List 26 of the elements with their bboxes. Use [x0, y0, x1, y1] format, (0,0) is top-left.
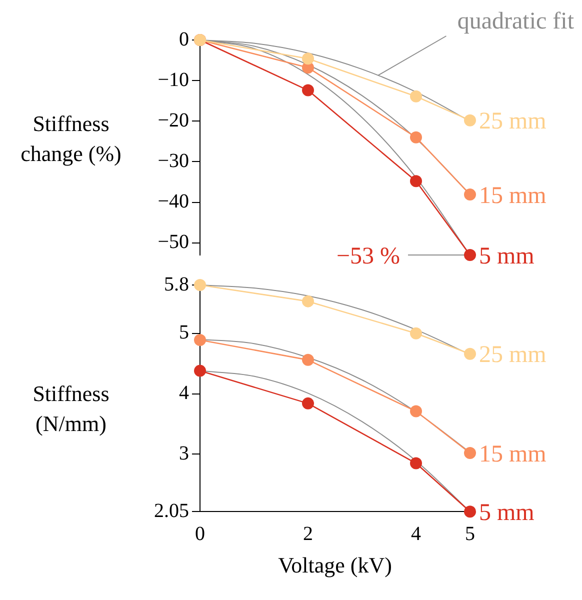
y-tick-label: 3 — [179, 442, 189, 464]
series-label: 15 mm — [479, 441, 547, 468]
series-label: 5 mm — [479, 500, 535, 526]
x-tick-label: 0 — [195, 522, 205, 545]
y-tick-label: 5 — [179, 322, 189, 344]
annotation: quadratic fit — [457, 8, 574, 34]
x-tick-label: 4 — [411, 522, 421, 545]
annotation: −53 % — [336, 243, 400, 270]
series-label: 25 mm — [479, 342, 547, 368]
y-tick-label: −50 — [158, 231, 189, 254]
y-tick-label: −40 — [158, 190, 189, 213]
y-tick-label: −20 — [158, 109, 189, 132]
y-tick-label: 4 — [179, 382, 189, 404]
y-tick-label: 5.8 — [164, 273, 189, 296]
y-tick-label: −30 — [158, 150, 189, 172]
x-tick-label: 5 — [465, 522, 475, 545]
y-tick-label: −10 — [158, 68, 189, 91]
y-axis-title: Stiffness (N/mm) — [32, 380, 110, 438]
y-axis-title: Stiffness change (%) — [20, 110, 122, 168]
x-axis-title: Voltage (kV) — [278, 552, 392, 578]
y-tick-label: 2.05 — [154, 500, 189, 522]
series-label: 25 mm — [479, 108, 547, 135]
y-tick-label: 0 — [179, 28, 189, 50]
series-label: 15 mm — [479, 182, 547, 209]
series-label: 5 mm — [479, 243, 535, 270]
x-tick-label: 2 — [303, 522, 313, 545]
